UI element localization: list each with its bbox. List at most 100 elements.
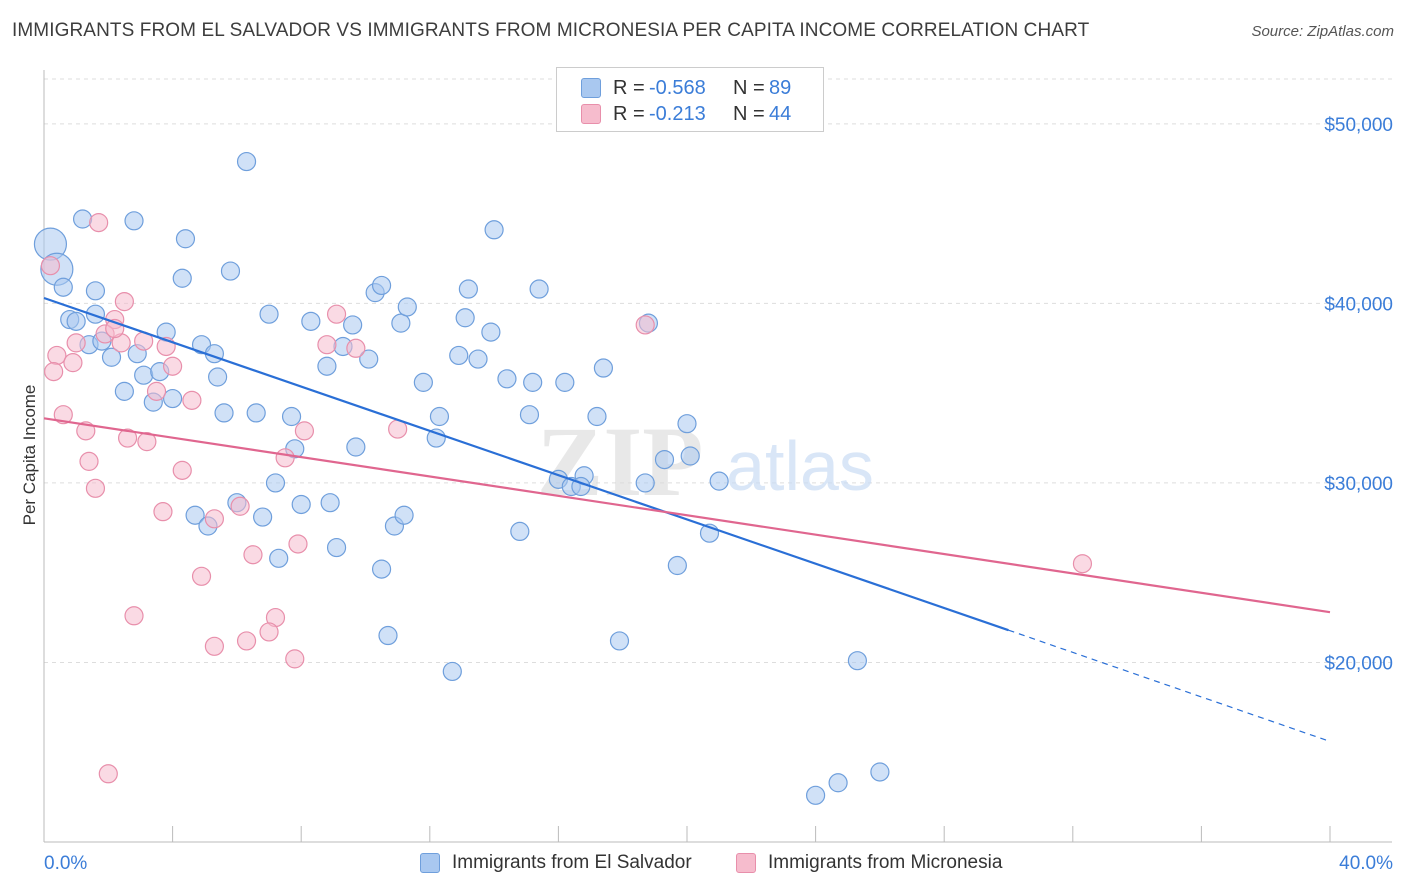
el-salvador-point: [497, 369, 517, 389]
micronesia-point: [114, 292, 134, 312]
axes: [43, 70, 1392, 843]
x-tick-label: 0.0%: [44, 853, 87, 874]
el-salvador-point: [214, 403, 234, 423]
micronesia-point: [259, 622, 279, 642]
micronesia-point: [317, 335, 337, 355]
el-salvador-point: [429, 406, 450, 427]
micronesia-point: [137, 432, 157, 452]
el-salvador-point: [172, 268, 192, 288]
micronesia-point: [346, 338, 366, 358]
el-salvador-point: [134, 365, 154, 385]
el-salvador-point: [85, 281, 106, 301]
legend-item-micronesia[interactable]: Immigrants from Micronesia: [736, 852, 1002, 874]
legend-label: Immigrants from El Salvador: [452, 852, 692, 873]
el-salvador-point: [828, 773, 848, 793]
el-salvador-point: [220, 261, 241, 281]
el-salvador-point: [66, 311, 86, 331]
n-label: N =: [733, 76, 765, 99]
el-salvador-trend-line: [43, 296, 1009, 632]
el-salvador-point: [391, 313, 411, 333]
micronesia-point: [275, 448, 295, 468]
pink-swatch-icon: [581, 104, 601, 124]
series-micronesia-points: [40, 213, 1093, 784]
el-salvador-point: [523, 372, 543, 392]
r-value: -0.568: [649, 76, 706, 99]
micronesia-point: [172, 460, 192, 480]
y-tick-label: $20,000: [1324, 653, 1393, 674]
micronesia-point: [63, 353, 83, 373]
el-salvador-point: [163, 388, 183, 409]
el-salvador-point: [458, 279, 478, 299]
legend-row-micronesia: R = -0.213 N = 44: [581, 102, 791, 126]
micronesia-trend-line: [43, 417, 1331, 614]
micronesia-point: [79, 451, 99, 471]
el-salvador-point: [85, 304, 106, 324]
tick-labels: $20,000 $30,000 $40,000 $50,000 0.0% 40.0%: [44, 115, 1393, 874]
legend-item-el-salvador[interactable]: Immigrants from El Salvador: [420, 852, 692, 874]
el-salvador-point: [805, 785, 826, 805]
el-salvador-point: [253, 507, 273, 527]
micronesia-point: [182, 390, 202, 410]
micronesia-point: [47, 345, 67, 366]
r-label: R =: [613, 102, 645, 125]
el-salvador-point: [175, 229, 196, 249]
r-value: -0.213: [649, 102, 706, 125]
series-legend: Immigrants from El Salvador Immigrants f…: [0, 852, 1406, 878]
el-salvador-point: [281, 406, 302, 427]
y-tick-label: $50,000: [1324, 115, 1393, 136]
el-salvador-point: [246, 403, 266, 423]
el-salvador-point: [593, 358, 614, 378]
el-salvador-point: [449, 345, 469, 366]
micronesia-point: [635, 315, 655, 335]
el-salvador-point: [236, 151, 257, 172]
n-value: 89: [769, 76, 792, 99]
el-salvador-point: [394, 505, 414, 525]
el-salvador-point: [259, 304, 279, 324]
el-salvador-point: [269, 548, 289, 568]
y-tick-label: $40,000: [1324, 294, 1393, 315]
micronesia-point: [285, 649, 305, 669]
el-salvador-point: [265, 473, 286, 493]
el-salvador-point: [667, 555, 687, 576]
y-tick-label: $30,000: [1324, 474, 1393, 495]
el-salvador-point: [301, 311, 321, 331]
el-salvador-point: [413, 372, 433, 392]
el-salvador-point: [654, 449, 675, 470]
pink-swatch-icon: [736, 853, 756, 873]
el-salvador-point: [587, 406, 607, 427]
trend-lines: [43, 296, 1331, 743]
el-salvador-point: [847, 651, 867, 671]
el-salvador-point: [346, 437, 366, 457]
el-salvador-point: [635, 473, 655, 493]
el-salvador-point: [317, 356, 337, 376]
micronesia-point: [53, 405, 73, 425]
el-salvador-point: [397, 297, 417, 317]
micronesia-point: [66, 333, 86, 353]
el-salvador-point: [291, 494, 311, 515]
el-salvador-point: [208, 367, 228, 387]
el-salvador-point: [870, 762, 890, 782]
el-salvador-point: [343, 315, 363, 335]
micronesia-point: [230, 496, 250, 516]
micronesia-point: [163, 356, 183, 376]
micronesia-point: [191, 566, 212, 586]
el-salvador-point: [468, 349, 488, 369]
micronesia-point: [204, 509, 224, 529]
el-salvador-point: [371, 275, 392, 296]
x-tick-label: 40.0%: [1339, 853, 1393, 874]
el-salvador-point: [53, 277, 73, 297]
el-salvador-point: [371, 559, 392, 579]
y-axis-label: Per Capita Income: [20, 384, 39, 526]
micronesia-point: [204, 636, 224, 656]
micronesia-point: [1072, 554, 1093, 574]
el-salvador-point: [114, 381, 134, 401]
blue-swatch-icon: [420, 853, 440, 873]
el-salvador-point: [519, 405, 540, 425]
el-salvador-point: [359, 349, 379, 369]
el-salvador-point: [320, 493, 340, 513]
micronesia-point: [326, 304, 347, 324]
el-salvador-point: [481, 322, 501, 342]
micronesia-point: [117, 428, 138, 448]
el-salvador-point: [72, 209, 93, 229]
